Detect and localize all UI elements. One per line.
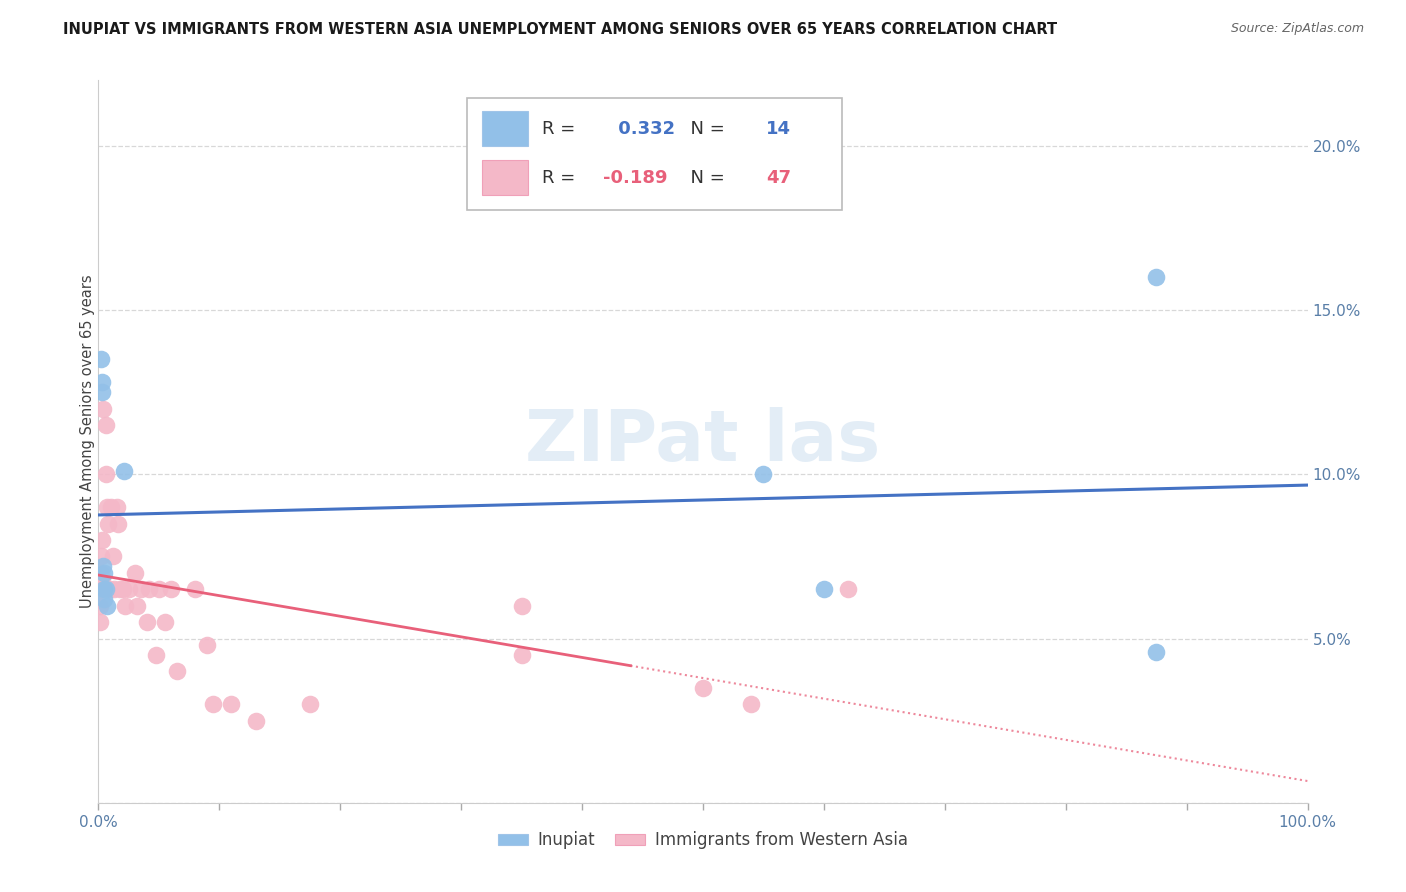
Point: [112, 464, 135, 478]
Text: 14: 14: [766, 120, 792, 137]
FancyBboxPatch shape: [482, 161, 527, 195]
Y-axis label: Unemployment Among Seniors over 65 years: Unemployment Among Seniors over 65 years: [80, 275, 94, 608]
Point: [98, 582, 121, 597]
Point: [89, 599, 111, 613]
Point: [1146, 270, 1168, 285]
Text: ZIPat las: ZIPat las: [526, 407, 880, 476]
Text: N =: N =: [679, 169, 730, 186]
Point: [94, 582, 117, 597]
Point: [752, 467, 775, 482]
Point: [127, 599, 149, 613]
Text: Source: ZipAtlas.com: Source: ZipAtlas.com: [1230, 22, 1364, 36]
Point: [299, 698, 322, 712]
Point: [90, 582, 112, 597]
Point: [96, 500, 118, 515]
Text: 47: 47: [766, 169, 792, 186]
Point: [837, 582, 859, 597]
Point: [118, 582, 141, 597]
Point: [221, 698, 243, 712]
Point: [135, 615, 157, 630]
Point: [89, 566, 111, 580]
Point: [124, 566, 146, 580]
Point: [89, 582, 111, 597]
Point: [93, 566, 115, 580]
Point: [91, 385, 114, 400]
Point: [91, 559, 114, 574]
Point: [166, 665, 188, 679]
Point: [160, 582, 183, 597]
Point: [91, 401, 114, 416]
Point: [89, 573, 111, 587]
Point: [148, 582, 170, 597]
Point: [91, 376, 114, 390]
Point: [510, 599, 533, 613]
Point: [510, 648, 533, 662]
Point: [138, 582, 160, 597]
Point: [100, 500, 122, 515]
Point: [245, 714, 267, 728]
Point: [90, 566, 112, 580]
Point: [740, 698, 762, 712]
Point: [111, 582, 134, 597]
Point: [153, 615, 176, 630]
Point: [91, 533, 114, 547]
Point: [202, 698, 225, 712]
Point: [90, 549, 112, 564]
Point: [90, 352, 112, 367]
Point: [145, 648, 167, 662]
Point: [103, 582, 125, 597]
Text: R =: R =: [543, 169, 581, 186]
Point: [114, 599, 136, 613]
Point: [692, 681, 714, 695]
Point: [195, 638, 218, 652]
Point: [105, 500, 128, 515]
Point: [129, 582, 152, 597]
Point: [107, 516, 129, 531]
Point: [94, 467, 117, 482]
Point: [94, 418, 117, 433]
Point: [97, 516, 120, 531]
Point: [184, 582, 207, 597]
Text: N =: N =: [679, 120, 730, 137]
Point: [108, 582, 131, 597]
Legend: Inupiat, Immigrants from Western Asia: Inupiat, Immigrants from Western Asia: [491, 824, 915, 856]
Point: [91, 573, 114, 587]
Point: [89, 615, 111, 630]
Point: [93, 592, 115, 607]
Text: -0.189: -0.189: [603, 169, 666, 186]
Text: 0.332: 0.332: [613, 120, 675, 137]
FancyBboxPatch shape: [482, 112, 527, 146]
Point: [1146, 645, 1168, 659]
Point: [87, 573, 110, 587]
Point: [101, 549, 124, 564]
Point: [96, 599, 118, 613]
Text: INUPIAT VS IMMIGRANTS FROM WESTERN ASIA UNEMPLOYMENT AMONG SENIORS OVER 65 YEARS: INUPIAT VS IMMIGRANTS FROM WESTERN ASIA …: [63, 22, 1057, 37]
Point: [93, 582, 115, 597]
Text: R =: R =: [543, 120, 581, 137]
Point: [813, 582, 835, 597]
FancyBboxPatch shape: [467, 98, 842, 211]
